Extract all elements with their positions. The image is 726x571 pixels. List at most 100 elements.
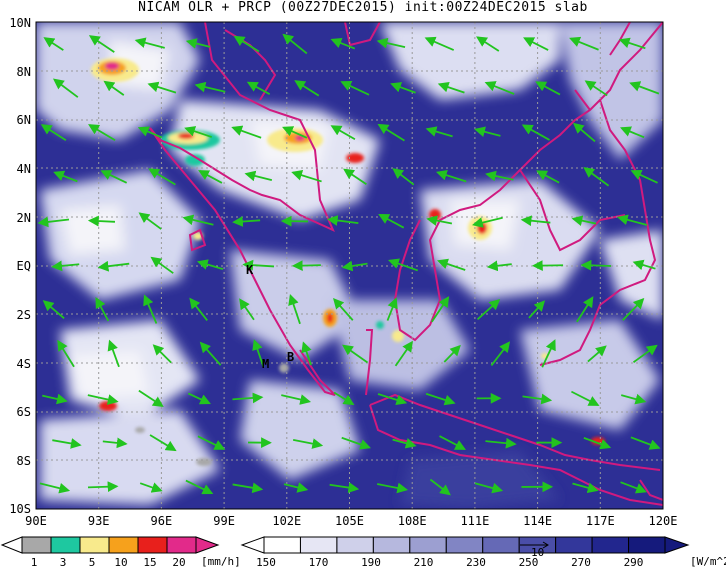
wind-arrow (231, 125, 262, 139)
wind-arrow (392, 438, 417, 449)
lat-label: 8N (17, 65, 31, 79)
wind-arrow (435, 169, 467, 183)
wind-arrow (569, 36, 599, 51)
precip-tick-label: 20 (172, 556, 185, 569)
precip-color-boxes (21, 536, 197, 554)
wind-arrow (52, 438, 82, 449)
wind-arrow (377, 123, 405, 142)
lon-label: 114E (523, 514, 552, 528)
wind-arrow (571, 215, 597, 226)
wind-arrow (474, 482, 504, 494)
wind-arrow (474, 126, 501, 137)
wind-arrow (330, 37, 356, 50)
wind-arrow (476, 36, 500, 52)
wind-arrow (342, 344, 369, 364)
wind-arrow (425, 392, 456, 406)
reference-vector-label: 10 (531, 546, 544, 559)
wind-arrow (232, 216, 261, 227)
wind-arrow (246, 81, 271, 95)
olr-color-box (482, 536, 520, 554)
wind-arrow (535, 81, 561, 96)
lon-label: 111E (460, 514, 489, 528)
wind-arrow (282, 126, 308, 139)
wind-arrow (329, 482, 360, 493)
wind-arrow (184, 126, 213, 138)
lat-label: 4N (17, 162, 31, 176)
wind-arrow (341, 436, 371, 450)
wind-arrow (326, 215, 359, 226)
wind-arrow (288, 293, 301, 325)
wind-arrow (143, 294, 158, 324)
wind-arrow (576, 296, 594, 323)
wind-arrow (490, 341, 511, 366)
wind-arrow (139, 482, 163, 493)
precip-legend-right-arrow (195, 536, 220, 554)
wind-arrow (52, 78, 79, 98)
precip-color-box (79, 536, 110, 554)
wind-arrow (39, 482, 71, 494)
wind-arrow (437, 81, 465, 94)
map-field (36, 22, 663, 509)
precip-color-box (21, 536, 52, 554)
wind-arrow (252, 339, 265, 368)
wind-arrow (291, 260, 321, 272)
place-label-m: M (262, 357, 269, 371)
wind-arrow (294, 80, 320, 97)
wind-arrow (138, 212, 162, 230)
wind-arrow (196, 259, 224, 270)
wind-arrow (572, 482, 599, 494)
olr-tick-label: 190 (361, 556, 381, 569)
wind-arrow (472, 216, 503, 228)
wind-arrow (630, 436, 661, 450)
lat-label: 6S (17, 405, 31, 419)
olr-tick-label: 270 (571, 556, 591, 569)
wind-arrow (87, 394, 119, 405)
precipitation-cells (91, 58, 605, 466)
olr-legend-left-arrow (240, 536, 265, 554)
wind-arrow (149, 434, 177, 452)
wind-arrow (340, 80, 370, 96)
olr-color-box (336, 536, 374, 554)
wind-arrow (584, 80, 608, 97)
wind-arrow (88, 35, 115, 53)
wind-arrow (232, 482, 264, 494)
wind-arrow (378, 213, 405, 229)
wind-vectors (37, 33, 661, 496)
precip-tick-label: 10 (114, 556, 127, 569)
wind-arrow (152, 344, 172, 364)
wind-arrow (333, 297, 354, 321)
wind-arrow (292, 438, 324, 449)
lon-label: 99E (213, 514, 235, 528)
wind-arrow (386, 297, 398, 321)
wind-arrow (87, 215, 116, 227)
wind-arrow (197, 435, 226, 450)
wind-arrow (42, 393, 68, 405)
wind-arrow (341, 260, 368, 272)
wind-arrow (485, 437, 517, 449)
longitude-labels: 90E 93E 96E 99E 102E 105E 108E 111E 114E… (25, 514, 677, 528)
lon-label: 96E (151, 514, 173, 528)
precip-tick-label: 3 (60, 556, 67, 569)
wind-arrow (187, 392, 211, 405)
olr-color-box (299, 536, 338, 554)
wind-arrow (583, 437, 612, 450)
map-title: NICAM OLR + PRCP (00Z27DEC2015) init:00Z… (138, 0, 588, 15)
wind-arrow (53, 170, 78, 183)
wind-arrow (244, 170, 273, 182)
wind-arrow (198, 170, 223, 184)
lon-label: 102E (272, 514, 301, 528)
wind-arrow (425, 126, 453, 138)
wind-arrow (182, 214, 214, 226)
wind-arrow (42, 300, 65, 319)
olr-color-box (372, 536, 411, 554)
precip-color-box (108, 536, 139, 554)
olr-unit: [W/m^2] (690, 555, 726, 568)
wind-arrow (95, 297, 110, 322)
lat-label: 10N (9, 16, 31, 30)
wind-arrow (583, 167, 610, 187)
wind-arrow (390, 82, 416, 94)
precip-color-box (137, 536, 168, 554)
wind-arrow (57, 339, 75, 368)
wind-arrow (632, 344, 658, 364)
